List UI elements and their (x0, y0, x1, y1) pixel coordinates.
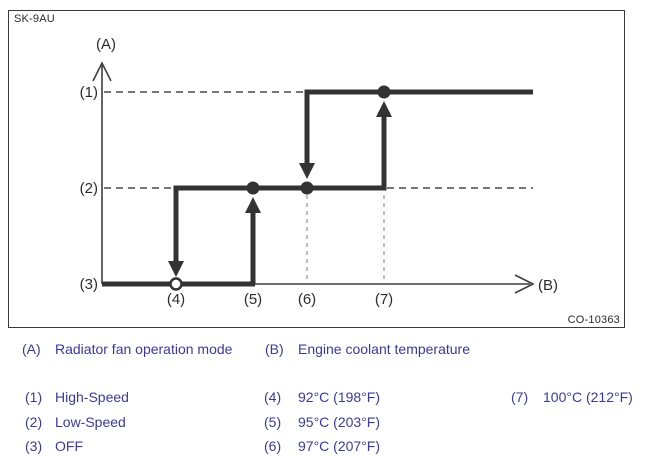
x-tick-label-4: (4) (167, 291, 185, 308)
figure-frame: SK-9AU (8, 10, 625, 328)
legend-ref-1: (1) (25, 389, 43, 405)
marker-dot-6 (300, 181, 314, 195)
legend-label-2: Low-Speed (55, 414, 126, 430)
marker-dot-7 (377, 85, 391, 99)
legend-ref-7: (7) (511, 389, 529, 405)
legend-ref-3: (3) (25, 438, 43, 454)
legend-label-6: 97°C (207°F) (298, 438, 381, 454)
figure-code-bottom-right: CO-10363 (567, 314, 620, 326)
x-tick-label-6: (6) (298, 291, 316, 308)
y-axis-arrowhead (92, 61, 112, 82)
legend-ref-5: (5) (264, 414, 282, 430)
figure-code-top-left: SK-9AU (14, 13, 55, 25)
legend-label-7: 100°C (212°F) (543, 389, 633, 405)
legend-label-a: Radiator fan operation mode (55, 341, 233, 357)
down-arrowhead-4 (168, 261, 184, 277)
legend-label-3: OFF (55, 438, 83, 454)
x-axis-arrowhead (514, 274, 535, 294)
legend-label-4: 92°C (198°F) (298, 389, 381, 405)
level-label-1: (1) (80, 84, 98, 101)
hysteresis-chart: (A) (B) (1) (2) (3) (4) (5) (6) (7) (80, 36, 558, 308)
level-label-3: (3) (80, 276, 98, 293)
legend-ref-a: (A) (22, 341, 41, 357)
up-arrowhead-5 (245, 197, 261, 213)
marker-open-dot-4 (169, 277, 183, 291)
x-tick-label-5: (5) (244, 291, 262, 308)
level-label-2: (2) (80, 180, 98, 197)
legend-ref-2: (2) (25, 414, 43, 430)
legend-ref-b: (B) (265, 341, 284, 357)
x-axis-label: (B) (538, 277, 558, 294)
legend-label-1: High-Speed (55, 389, 129, 405)
x-tick-label-7: (7) (375, 291, 393, 308)
legend-label-b: Engine coolant temperature (298, 341, 470, 357)
marker-dot-5 (246, 181, 260, 195)
legend-ref-4: (4) (264, 389, 282, 405)
legend-ref-6: (6) (264, 438, 282, 454)
legend-label-5: 95°C (203°F) (298, 414, 381, 430)
up-arrowhead-7 (376, 101, 392, 117)
down-arrowhead-6 (299, 163, 315, 179)
y-axis-label: (A) (96, 36, 116, 53)
